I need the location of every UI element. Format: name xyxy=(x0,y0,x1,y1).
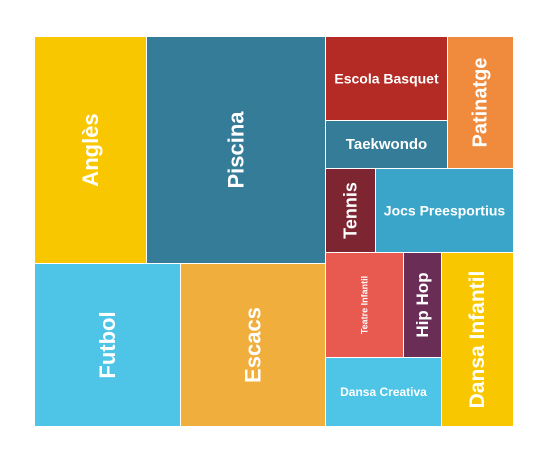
treemap-rect-teatre-infantil xyxy=(326,253,403,357)
treemap-label-escola-basquet: Escola Basquet xyxy=(334,71,439,87)
treemap-tile-taekwondo: Taekwondo xyxy=(326,121,447,168)
treemap-label-angles: Anglès xyxy=(78,113,103,186)
treemap-rect-jocs-preesportius xyxy=(376,169,513,252)
treemap-tile-dansa-creativa: Dansa Creativa xyxy=(326,358,441,426)
treemap-tile-angles: Anglès xyxy=(35,37,146,263)
treemap-rect-dansa-creativa xyxy=(326,358,441,426)
treemap-rect-hip-hop xyxy=(404,253,441,357)
treemap-tile-hip-hop: Hip Hop xyxy=(404,253,441,357)
treemap-rect-angles xyxy=(35,37,146,263)
treemap-rect-futbol xyxy=(35,264,180,426)
treemap-label-patinatge: Patinatge xyxy=(470,57,492,147)
treemap-rect-taekwondo xyxy=(326,121,447,168)
treemap-label-tennis: Tennis xyxy=(341,182,361,239)
treemap-rect-patinatge xyxy=(448,37,513,168)
treemap-label-futbol: Futbol xyxy=(95,311,120,378)
treemap-rect-escacs xyxy=(181,264,325,426)
treemap-tile-dansa-infantil: Dansa Infantil xyxy=(442,253,513,426)
treemap-label-teatre-infantil: Teatre Infantil xyxy=(360,276,370,334)
treemap-tile-futbol: Futbol xyxy=(35,264,180,426)
treemap-rect-piscina xyxy=(147,37,325,263)
treemap-tile-tennis: Tennis xyxy=(326,169,375,252)
treemap-rect-escola-basquet xyxy=(326,37,447,120)
treemap-tile-escacs: Escacs xyxy=(181,264,325,426)
treemap-label-jocs-preesportius: Jocs Preesportius xyxy=(384,203,506,219)
treemap-rect-dansa-infantil xyxy=(442,253,513,426)
treemap-label-piscina: Piscina xyxy=(224,111,249,189)
treemap-label-escacs: Escacs xyxy=(241,307,266,383)
treemap-tile-escola-basquet: Escola Basquet xyxy=(326,37,447,120)
treemap-tile-piscina: Piscina xyxy=(147,37,325,263)
treemap-label-hip-hop: Hip Hop xyxy=(413,272,432,337)
treemap-label-dansa-creativa: Dansa Creativa xyxy=(340,385,427,399)
treemap-label-taekwondo: Taekwondo xyxy=(346,136,427,153)
treemap-tile-teatre-infantil: Teatre Infantil xyxy=(326,253,403,357)
treemap-rect-tennis xyxy=(326,169,375,252)
treemap-tile-patinatge: Patinatge xyxy=(448,37,513,168)
treemap-tile-jocs-preesportius: Jocs Preesportius xyxy=(376,169,513,252)
treemap-label-dansa-infantil: Dansa Infantil xyxy=(466,271,489,409)
